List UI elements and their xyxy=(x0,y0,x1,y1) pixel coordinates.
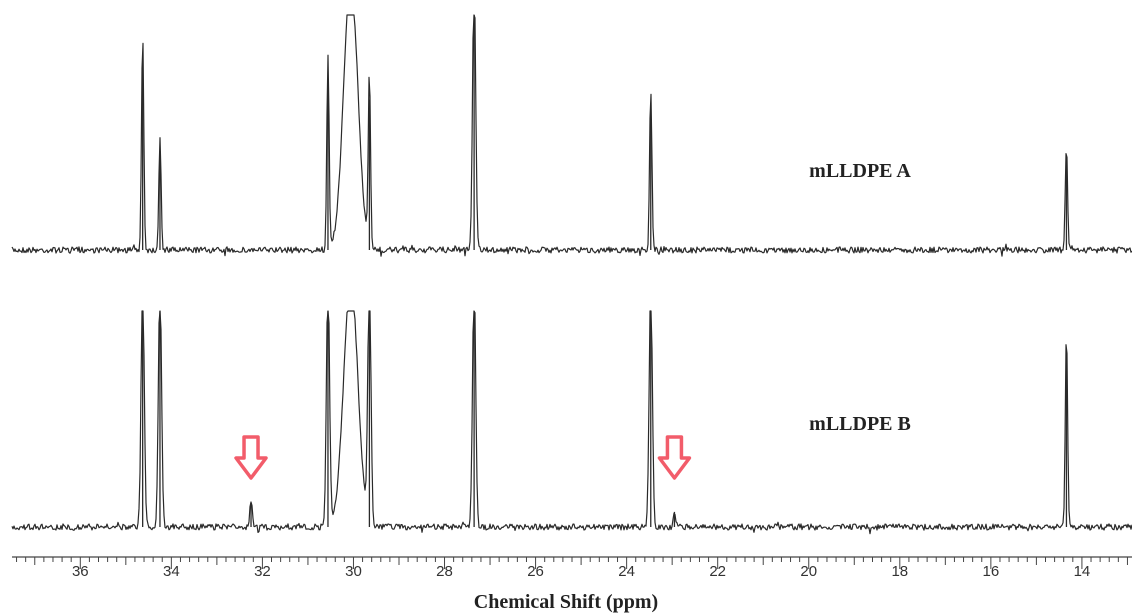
annotation-arrows xyxy=(234,435,692,480)
x-tick-label-30: 30 xyxy=(345,563,362,580)
x-tick-label-24: 24 xyxy=(618,563,635,580)
x-tick-label-32: 32 xyxy=(254,563,271,580)
x-tick-label-20: 20 xyxy=(800,563,817,580)
x-tick-label-28: 28 xyxy=(436,563,453,580)
x-axis: 36 34 32 30 28 26 24 22 20 18 16 14 xyxy=(12,556,1132,580)
series-label-1: mLLDPE A xyxy=(809,160,911,182)
spectra-group xyxy=(11,14,1132,535)
spectrum-line-1 xyxy=(11,14,1132,257)
x-tick-label-22: 22 xyxy=(709,563,726,580)
x-tick-label-18: 18 xyxy=(891,563,908,580)
x-tick-label-36: 36 xyxy=(72,563,89,580)
x-tick-label-16: 16 xyxy=(983,563,1000,580)
x-tick-label-26: 26 xyxy=(527,563,544,580)
x-tick-label-14: 14 xyxy=(1074,563,1091,580)
spectrum-line-2 xyxy=(11,310,1132,535)
x-tick-label-34: 34 xyxy=(163,563,180,580)
down-arrow-2 xyxy=(657,435,692,480)
down-arrow-1 xyxy=(234,435,268,480)
series-labels: mLLDPE A mLLDPE B xyxy=(809,160,911,435)
series-label-2: mLLDPE B xyxy=(809,413,911,435)
x-axis-title: Chemical Shift (ppm) xyxy=(474,591,658,613)
